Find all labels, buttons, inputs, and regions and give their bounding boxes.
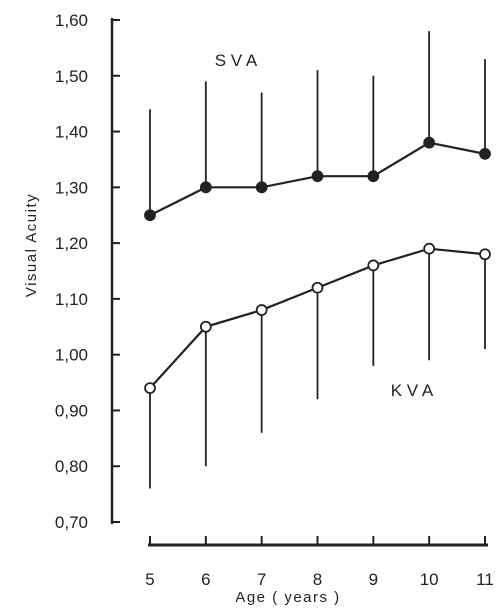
data-point-sva [144,209,156,222]
data-point-kva [367,259,380,272]
error-bars [149,31,486,489]
x-tick-label: 7 [257,570,266,589]
data-point-kva [144,382,156,395]
data-points [144,136,491,395]
y-tick-label: 1,60 [55,11,88,30]
x-tick-label: 6 [201,570,210,589]
x-tick-label: 8 [313,570,322,589]
data-point-kva [423,242,436,255]
labels: Visual Acuity Age ( years ) S V A K V A [23,51,434,606]
y-tick-label: 1,50 [55,67,88,86]
data-point-kva [255,304,268,316]
y-tick-label: 0,70 [55,513,88,532]
data-point-sva [479,147,491,160]
x-tick-label: 5 [145,570,154,589]
series-label-kva: K V A [391,381,434,400]
y-tick-label: 1,10 [55,290,88,309]
data-point-kva [311,281,324,294]
x-tick-label: 9 [369,570,378,589]
axes: 0,70 0,80 0,90 1,00 1,10 1,20 1,30 1,40 1,50 1,60… [55,11,494,589]
y-tick-label: 1,00 [55,346,88,365]
x-tick-label: 10 [420,570,439,589]
series-label-sva: S V A [215,51,258,70]
y-axis-title: Visual Acuity [23,193,40,297]
y-tick-label: 1,30 [55,178,88,197]
x-tick-label: 11 [476,570,494,589]
data-point-sva [367,170,380,183]
data-point-sva [423,136,436,149]
data-point-sva [199,181,212,194]
data-point-sva [255,181,268,194]
y-tick-label: 0,80 [55,457,88,476]
y-tick-label: 0,90 [55,401,88,420]
data-point-kva [479,248,491,261]
data-point-kva [199,320,212,333]
y-tick-label: 1,20 [55,234,88,253]
y-tick-label: 1,40 [55,123,88,142]
x-axis-title: Age ( years ) [235,589,340,606]
data-point-sva [311,170,324,183]
